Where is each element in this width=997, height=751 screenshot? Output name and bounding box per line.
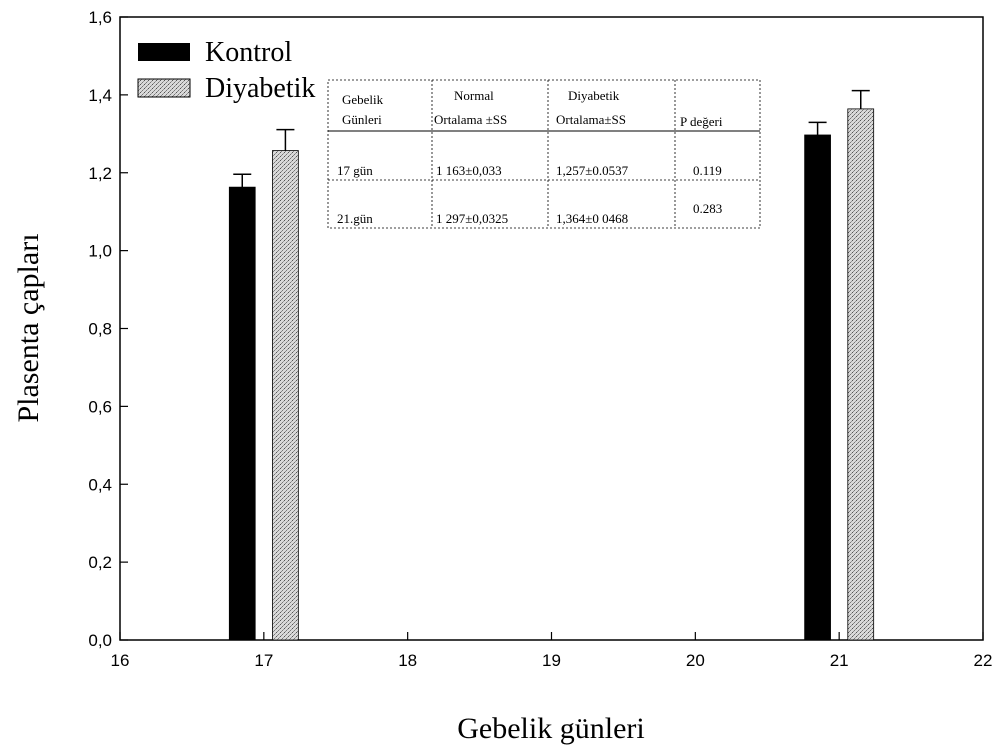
legend-label-diyabetik: Diyabetik <box>205 73 315 104</box>
table-header-cell: Normal <box>454 88 494 103</box>
bars-group <box>228 89 875 641</box>
inset-table-frame <box>327 79 761 229</box>
table-header-cell: Ortalama ±SS <box>434 112 507 127</box>
table-cell: 1,364±0 0468 <box>556 211 628 226</box>
y-tick-label: 1,2 <box>88 164 112 183</box>
table-header-cell: Ortalama±SS <box>556 112 626 127</box>
x-tick-label: 16 <box>111 651 130 670</box>
table-cell: 0.283 <box>693 201 722 216</box>
y-axis-title: Plasenta çapları <box>12 233 45 422</box>
table-cell: 1 297±0,0325 <box>436 211 508 226</box>
y-tick-label: 0,6 <box>88 397 112 416</box>
table-cell: 0.119 <box>693 163 722 178</box>
x-tick-label: 21 <box>830 651 849 670</box>
legend: Kontrol Diyabetik <box>137 37 315 104</box>
bar-diyabetik-17 <box>272 150 299 641</box>
legend-label-kontrol: Kontrol <box>205 37 292 68</box>
table-cell: 21.gün <box>337 211 373 226</box>
x-axis-title: Gebelik günleri <box>457 712 644 745</box>
table-header-cell: Gebelik <box>342 92 384 107</box>
y-tick-label: 0,4 <box>88 475 112 494</box>
table-header-cell: Diyabetik <box>568 88 620 103</box>
y-tick-label: 0,0 <box>88 631 112 650</box>
inset-table: Gebelik Günleri Normal Ortalama ±SS Diya… <box>327 79 761 229</box>
table-header-cell: Günleri <box>342 112 382 127</box>
bar-diyabetik-21 <box>847 108 875 641</box>
bar-kontrol-17 <box>228 186 256 641</box>
y-axis: 0,0 0,2 0,4 0,6 0,8 1,0 1,2 1,4 1,6 <box>88 8 128 650</box>
y-tick-label: 1,0 <box>88 242 112 261</box>
table-cell: 1 163±0,033 <box>436 163 502 178</box>
y-tick-label: 1,6 <box>88 8 112 27</box>
y-tick-label: 1,4 <box>88 86 112 105</box>
y-tick-label: 0,2 <box>88 553 112 572</box>
x-tick-label: 20 <box>686 651 705 670</box>
x-tick-label: 17 <box>254 651 273 670</box>
legend-swatch-diyabetik <box>137 78 191 98</box>
x-axis: 16 17 18 19 20 21 22 <box>111 632 993 670</box>
x-tick-label: 18 <box>398 651 417 670</box>
x-tick-label: 22 <box>974 651 993 670</box>
x-tick-label: 19 <box>542 651 561 670</box>
y-tick-label: 0,8 <box>88 320 112 339</box>
legend-swatch-kontrol <box>138 43 190 61</box>
table-cell: 1,257±0.0537 <box>556 163 629 178</box>
table-cell: 17 gün <box>337 163 373 178</box>
table-header-cell: P değeri <box>680 114 723 129</box>
bar-kontrol-21 <box>804 134 831 641</box>
